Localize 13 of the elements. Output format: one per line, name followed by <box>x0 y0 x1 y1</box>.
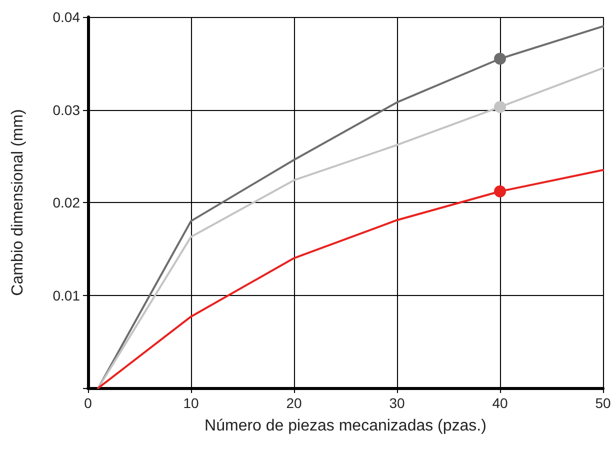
x-axis-title: Número de piezas mecanizadas (pzas.) <box>204 418 486 434</box>
line-series <box>97 169 604 389</box>
y-tick-label: 0.01 <box>52 287 80 304</box>
x-tick-label: 10 <box>183 395 199 411</box>
y-tick-label: 0.02 <box>52 194 80 210</box>
y-tick-label: 0.03 <box>52 102 80 118</box>
x-tick-label: 0 <box>84 395 92 411</box>
x-tick-label: 50 <box>595 395 611 411</box>
x-tick-label: 20 <box>286 395 302 411</box>
x-tick-label: 40 <box>492 395 508 411</box>
x-tick-label: 30 <box>389 395 405 411</box>
y-tick-label: 0.04 <box>52 9 80 25</box>
y-axis-title: Cambio dimensional (mm) <box>10 109 26 296</box>
